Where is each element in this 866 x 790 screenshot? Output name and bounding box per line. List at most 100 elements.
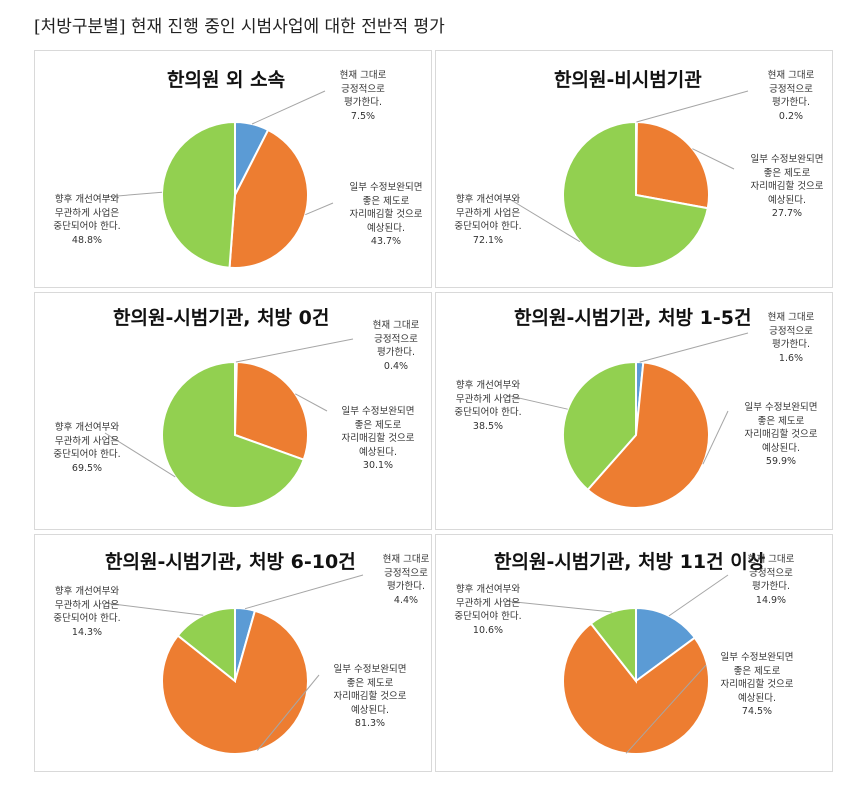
leader-line [244, 574, 364, 610]
pie-slice [161, 360, 305, 509]
pie-slice [228, 128, 309, 269]
slice-percent-label: 10.6% [472, 624, 504, 636]
page-heading: [처방구분별] 현재 진행 중인 시범사업에 대한 전반적 평가 [34, 17, 445, 37]
slice-data-label: 향후 개선여부와 무관하게 사업은 중단되어야 한다. 38.5% [438, 379, 538, 433]
slice-data-label: 향후 개선여부와 무관하게 사업은 중단되어야 한다. 10.6% [438, 583, 538, 637]
slice-percent-label: 43.7% [370, 236, 402, 247]
slice-category-label: 현재 그대로 긍정적으로 평가한다. [747, 554, 795, 592]
leader-line [235, 338, 354, 363]
slice-category-label: 현재 그대로 긍정적으로 평가한다. [767, 312, 815, 350]
slice-percent-label: 30.1% [362, 460, 394, 471]
slice-data-label: 향후 개선여부와 무관하게 사업은 중단되어야 한다. 14.3% [37, 585, 137, 639]
leader-line [702, 410, 729, 465]
leader-line [505, 600, 613, 613]
slice-category-label: 현재 그대로 긍정적으로 평가한다. [767, 70, 815, 108]
slice-data-label: 향후 개선여부와 무관하게 사업은 중단되어야 한다. 72.1% [438, 193, 538, 247]
slice-category-label: 향후 개선여부와 무관하게 사업은 중단되어야 한다. [454, 380, 522, 418]
slice-percent-label: 48.8% [71, 234, 103, 246]
slice-data-label: 향후 개선여부와 무관하게 사업은 중단되어야 한다. 69.5% [37, 421, 137, 475]
leader-line [256, 674, 320, 751]
leader-line [692, 148, 735, 170]
leader-line [295, 393, 328, 412]
pie-chart [505, 90, 749, 269]
chart-title: 한의원 외 소속 [167, 69, 286, 91]
slice-percent-label: 81.3% [354, 718, 386, 729]
slice-category-label: 일부 수정보완되면 좋은 제도로 자리매김할 것으로 예상된다. [750, 154, 824, 206]
chart-title: 한의원-비시범기관 [554, 69, 702, 91]
slice-percent-label: 38.5% [472, 420, 504, 432]
leader-line [305, 202, 334, 216]
pie-slice [634, 120, 710, 210]
slice-percent-label: 59.9% [765, 456, 797, 467]
slice-percent-label: 72.1% [472, 234, 504, 246]
pie-slice [635, 606, 697, 683]
pie-slice [161, 120, 236, 269]
leader-line [636, 90, 749, 123]
slice-percent-label: 14.9% [755, 594, 787, 606]
pie-chart [505, 574, 729, 755]
pie-slice [562, 360, 637, 492]
leader-line [251, 90, 326, 125]
slice-percent-label: 27.7% [771, 208, 803, 219]
pie-chart-panel: 한의원-비시범기관 현재 그대로 긍정적으로 평가한다. 0.2% 일부 수정보완되면… [435, 50, 833, 288]
slice-data-label: 현재 그대로 긍정적으로 평가한다. 1.6% [746, 311, 832, 365]
slice-data-label: 일부 수정보완되면 좋은 제도로 자리매김할 것으로 예상된다. 74.5% [702, 651, 812, 719]
leader-line [104, 191, 163, 198]
slice-data-label: 현재 그대로 긍정적으로 평가한다. 0.4% [351, 319, 431, 373]
slice-data-label: 일부 수정보완되면 좋은 제도로 자리매김할 것으로 예상된다. 27.7% [732, 153, 832, 221]
slice-data-label: 현재 그대로 긍정적으로 평가한다. 0.2% [746, 69, 832, 123]
slice-percent-label: 7.5% [350, 110, 376, 122]
leader-line [505, 196, 581, 243]
slice-data-label: 현재 그대로 긍정적으로 평가한다. 4.4% [361, 553, 431, 607]
pie-slice [562, 120, 709, 269]
pie-chart [104, 90, 334, 269]
slice-percent-label: 0.2% [778, 110, 804, 122]
leader-line [625, 664, 707, 754]
pie-chart [505, 332, 749, 509]
slice-percent-label: 14.3% [71, 626, 103, 638]
leader-line [639, 332, 749, 363]
chart-title: 한의원-시범기관, 처방 1-5건 [514, 307, 752, 329]
pie-chart [104, 338, 354, 509]
leader-line [668, 574, 729, 617]
slice-category-label: 현재 그대로 긍정적으로 평가한다. [339, 70, 387, 108]
slice-data-label: 일부 수정보완되면 좋은 제도로 자리매김할 것으로 예상된다. 59.9% [726, 401, 832, 469]
chart-title: 한의원-시범기관, 처방 6-10건 [105, 551, 356, 573]
slice-category-label: 현재 그대로 긍정적으로 평가한다. [382, 554, 430, 592]
pie-chart-panel: 한의원-시범기관, 처방 1-5건 현재 그대로 긍정적으로 평가한다. 1.6% 일… [435, 292, 833, 530]
slice-category-label: 일부 수정보완되면 좋은 제도로 자리매김할 것으로 예상된다. [349, 182, 423, 234]
slice-data-label: 일부 수정보완되면 좋은 제도로 자리매김할 것으로 예상된다. 30.1% [323, 405, 431, 473]
slice-category-label: 일부 수정보완되면 좋은 제도로 자리매김할 것으로 예상된다. [341, 406, 415, 458]
pie-slice [589, 606, 637, 684]
slice-percent-label: 1.6% [778, 352, 804, 364]
slice-percent-label: 4.4% [393, 594, 419, 606]
chart-title: 한의원-시범기관, 처방 0건 [113, 307, 330, 329]
slice-category-label: 향후 개선여부와 무관하게 사업은 중단되어야 한다. [53, 194, 121, 232]
leader-line [104, 602, 204, 616]
slice-data-label: 현재 그대로 긍정적으로 평가한다. 14.9% [726, 553, 816, 607]
slice-category-label: 일부 수정보완되면 좋은 제도로 자리매김할 것으로 예상된다. [720, 652, 794, 704]
pie-slice [586, 361, 710, 509]
slice-data-label: 일부 수정보완되면 좋은 제도로 자리매김할 것으로 예상된다. 81.3% [315, 663, 425, 731]
slice-data-label: 일부 수정보완되면 좋은 제도로 자리매김할 것으로 예상된다. 43.7% [331, 181, 431, 249]
pie-chart-panel: 한의원-시범기관, 처방 6-10건 현재 그대로 긍정적으로 평가한다. 4.4%… [34, 534, 432, 772]
pie-chart-panel: 한의원-시범기관, 처방 11건 이상 현재 그대로 긍정적으로 평가한다. 14.… [435, 534, 833, 772]
slice-percent-label: 0.4% [383, 360, 409, 372]
slice-data-label: 향후 개선여부와 무관하게 사업은 중단되어야 한다. 48.8% [37, 193, 137, 247]
slice-category-label: 향후 개선여부와 무관하게 사업은 중단되어야 한다. [53, 422, 121, 460]
slice-percent-label: 74.5% [741, 706, 773, 717]
chart-title: 한의원-시범기관, 처방 11건 이상 [494, 551, 766, 573]
slice-category-label: 일부 수정보완되면 좋은 제도로 자리매김할 것으로 예상된다. [333, 664, 407, 716]
slice-category-label: 일부 수정보완되면 좋은 제도로 자리매김할 것으로 예상된다. [744, 402, 818, 454]
slice-percent-label: 69.5% [71, 462, 103, 474]
leader-line [505, 394, 568, 410]
slice-category-label: 향후 개선여부와 무관하게 사업은 중단되어야 한다. [454, 194, 522, 232]
leader-line [104, 432, 176, 478]
slice-category-label: 향후 개선여부와 무관하게 사업은 중단되어야 한다. [454, 584, 522, 622]
pie-chart [104, 574, 364, 755]
slice-category-label: 현재 그대로 긍정적으로 평가한다. [372, 320, 420, 358]
slice-data-label: 현재 그대로 긍정적으로 평가한다. 7.5% [318, 69, 408, 123]
pie-chart-panel: 한의원 외 소속 현재 그대로 긍정적으로 평가한다. 7.5% 일부 수정보완되면 … [34, 50, 432, 288]
slice-category-label: 향후 개선여부와 무관하게 사업은 중단되어야 한다. [53, 586, 121, 624]
